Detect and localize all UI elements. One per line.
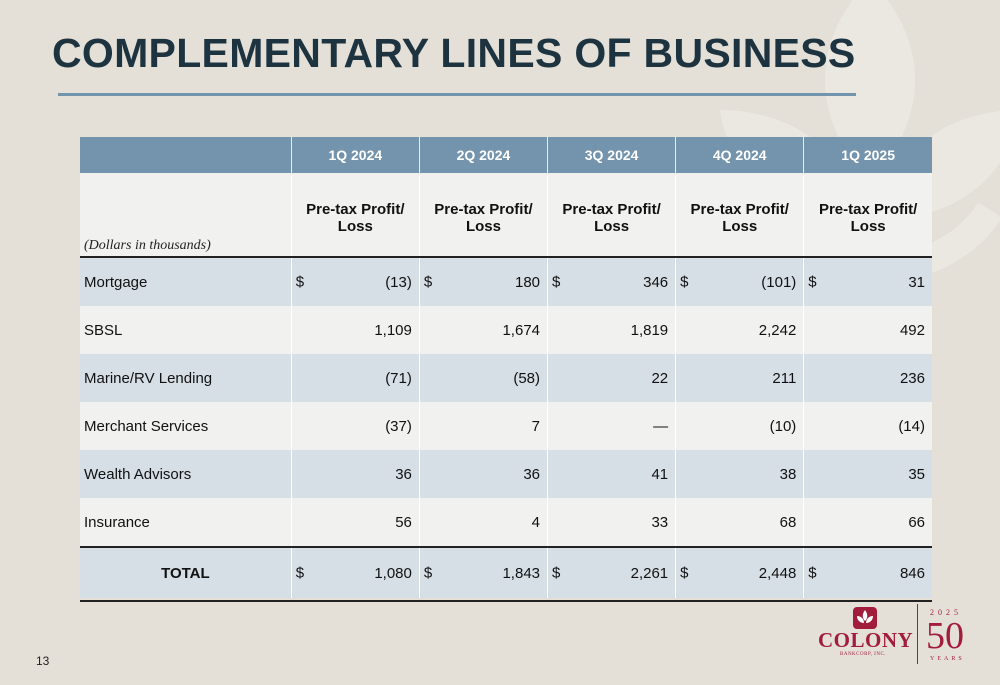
value-cell: 38 <box>675 450 804 498</box>
period-header: 1Q 2025 <box>803 137 932 173</box>
value-cell: (10) <box>675 402 804 450</box>
logo-name: COLONY <box>818 628 914 652</box>
value-cell: 66 <box>803 498 932 547</box>
value-cell: 492 <box>803 306 932 354</box>
row-label: Merchant Services <box>80 402 292 450</box>
dollar-sign: $ <box>680 564 689 582</box>
colony-emblem-icon <box>853 607 877 629</box>
metric-header: Pre-tax Profit/Loss <box>290 173 420 258</box>
row-label: SBSL <box>80 306 292 354</box>
row-label: Wealth Advisors <box>80 450 292 498</box>
dollar-sign: $ <box>423 273 433 291</box>
header-corner <box>80 137 292 173</box>
value-cell: 7 <box>418 402 548 450</box>
value-cell: — <box>547 402 676 450</box>
table-row-wealth-advisors: Wealth Advisors 36 36 41 38 35 <box>80 450 932 498</box>
value-cell: 2,242 <box>675 306 804 354</box>
table-row-total: TOTAL $1,080 $1,843 $2,261 $2,448 $846 <box>80 546 932 598</box>
colony-50-years-logo: COLONY BANKCORP, INC. 2025 50 YEARS <box>814 600 984 670</box>
metric-header-row: (Dollars in thousands) Pre-tax Profit/Lo… <box>80 173 932 258</box>
value-cell: 1,674 <box>418 306 548 354</box>
value-cell: 1,109 <box>290 306 420 354</box>
value-cell: $346 <box>547 257 676 306</box>
logo-anniversary: 50 <box>926 615 964 657</box>
value-cell: (58) <box>418 354 548 402</box>
table-row-merchant-services: Merchant Services (37) 7 — (10) (14) <box>80 402 932 450</box>
table-row-marine-rv: Marine/RV Lending (71) (58) 22 211 236 <box>80 354 932 402</box>
dollar-sign: $ <box>552 564 561 582</box>
metric-header: Pre-tax Profit/Loss <box>547 173 676 258</box>
total-value-cell: $846 <box>803 546 932 598</box>
metric-header: Pre-tax Profit/Loss <box>803 173 932 258</box>
value-cell: 33 <box>547 498 676 547</box>
metric-header: Pre-tax Profit/Loss <box>418 173 548 258</box>
table-row-insurance: Insurance 56 4 33 68 66 <box>80 498 932 547</box>
units-caption: (Dollars in thousands) <box>80 173 292 258</box>
page-title: COMPLEMENTARY LINES OF BUSINESS <box>52 30 856 76</box>
period-header: 4Q 2024 <box>675 137 805 173</box>
value-cell: 22 <box>547 354 676 402</box>
row-label: Insurance <box>80 498 292 547</box>
metric-header: Pre-tax Profit/Loss <box>675 173 804 258</box>
total-value-cell: $1,843 <box>418 546 548 598</box>
value-cell: $ (101) <box>675 257 804 306</box>
value-cell: 35 <box>803 450 932 498</box>
page-number: 13 <box>36 654 50 668</box>
total-value-cell: $2,261 <box>547 546 676 598</box>
table-double-rule <box>80 600 932 602</box>
table-row-sbsl: SBSL 1,109 1,674 1,819 2,242 492 <box>80 306 932 354</box>
value-cell: 1,819 <box>547 306 676 354</box>
table-row-mortgage: Mortgage $ (13) $180 $346 $ (101) $31 <box>80 257 932 306</box>
value-cell: 4 <box>418 498 548 547</box>
total-value-cell: $2,448 <box>675 546 804 598</box>
value-cell: 41 <box>547 450 676 498</box>
dollar-sign: $ <box>552 273 561 291</box>
total-value-cell: $1,080 <box>290 546 420 598</box>
value-cell: 36 <box>418 450 548 498</box>
value-cell: 68 <box>675 498 804 547</box>
value-cell: $ (13) <box>290 257 420 306</box>
dollar-sign: $ <box>295 564 305 582</box>
value-cell: 56 <box>290 498 420 547</box>
logo-divider <box>917 604 918 664</box>
dollar-sign: $ <box>680 273 689 291</box>
period-header: 3Q 2024 <box>547 137 677 173</box>
lines-of-business-table: 1Q 2024 2Q 2024 3Q 2024 4Q 2024 1Q 2025 … <box>80 137 932 598</box>
period-header-row: 1Q 2024 2Q 2024 3Q 2024 4Q 2024 1Q 2025 <box>80 137 932 173</box>
logo-year: 2025 <box>930 608 962 617</box>
total-label: TOTAL <box>80 546 292 598</box>
title-underline <box>58 93 856 96</box>
value-cell: $31 <box>803 257 932 306</box>
dollar-sign: $ <box>295 273 305 291</box>
value-cell: 211 <box>675 354 804 402</box>
row-label: Mortgage <box>80 257 292 306</box>
logo-years-label: YEARS <box>930 656 965 662</box>
value-cell: 36 <box>290 450 420 498</box>
value-cell: 236 <box>803 354 932 402</box>
period-header: 1Q 2024 <box>291 137 420 173</box>
dollar-sign: $ <box>808 564 817 582</box>
dollar-sign: $ <box>808 273 817 291</box>
value-cell: (71) <box>290 354 420 402</box>
logo-subtitle: BANKCORP, INC. <box>840 652 887 657</box>
value-cell: $180 <box>418 257 548 306</box>
dollar-sign: $ <box>423 564 433 582</box>
row-label: Marine/RV Lending <box>80 354 292 402</box>
value-cell: (14) <box>803 402 932 450</box>
period-header: 2Q 2024 <box>419 137 549 173</box>
value-cell: (37) <box>290 402 420 450</box>
